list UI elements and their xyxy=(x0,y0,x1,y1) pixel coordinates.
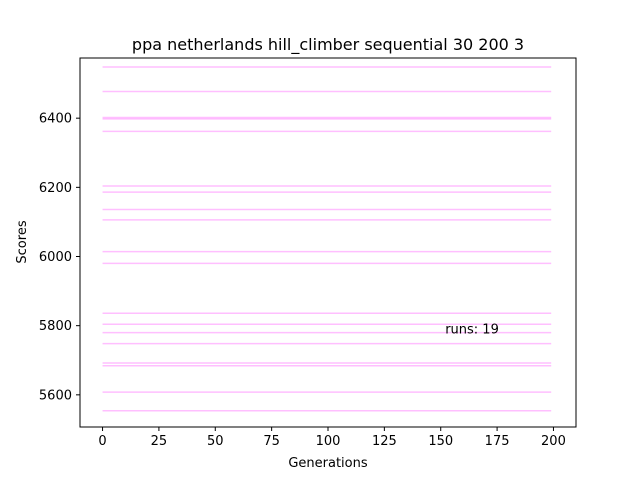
x-tick-label: 200 xyxy=(541,434,566,449)
y-tick-label: 5600 xyxy=(39,388,72,403)
x-tick-label: 0 xyxy=(98,434,106,449)
x-tick-label: 175 xyxy=(485,434,510,449)
x-tick-label: 75 xyxy=(263,434,280,449)
y-tick-label: 5800 xyxy=(39,319,72,334)
x-axis-label: Generations xyxy=(288,456,368,471)
axes: 0 25 50 75 100 125 150 175 200 5600 5800 6000 6200 64… xyxy=(39,57,577,449)
y-tick-label: 6400 xyxy=(39,112,72,127)
x-tick-label: 50 xyxy=(207,434,224,449)
y-tick-label: 6200 xyxy=(39,181,72,196)
x-tick-label: 25 xyxy=(151,434,168,449)
x-tick-label: 100 xyxy=(316,434,341,449)
chart-title: ppa netherlands hill_climber sequential … xyxy=(132,35,524,55)
series-lines xyxy=(102,66,552,412)
x-tick-label: 150 xyxy=(428,434,453,449)
x-tick-label: 125 xyxy=(372,434,397,449)
y-tick-label: 6000 xyxy=(39,250,72,265)
y-axis-label: Scores xyxy=(15,220,30,263)
runs-annotation: runs: 19 xyxy=(445,322,499,337)
